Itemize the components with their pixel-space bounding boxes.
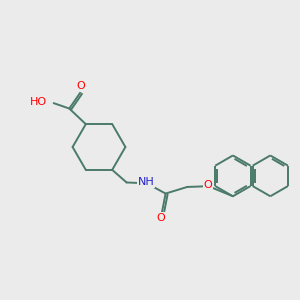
Text: NH: NH	[138, 177, 154, 187]
Text: O: O	[156, 213, 165, 223]
Text: HO: HO	[30, 97, 47, 106]
Text: O: O	[204, 181, 213, 190]
Text: O: O	[76, 81, 85, 91]
